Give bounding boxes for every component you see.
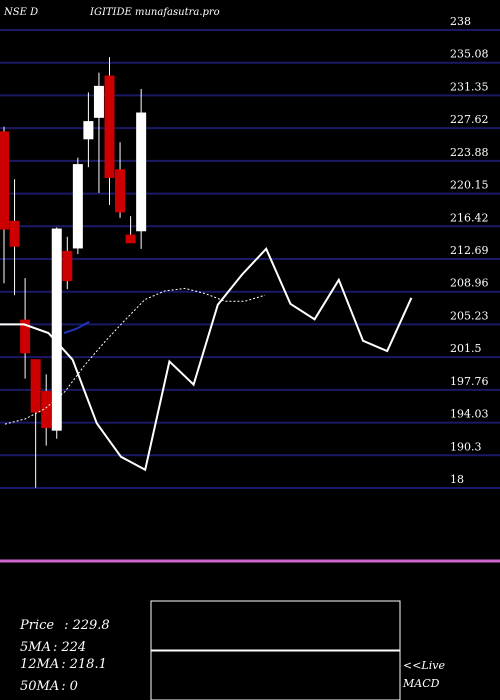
macd-panel: <<Live MACD — [150, 600, 445, 700]
y-tick-label: 201.5 — [450, 342, 482, 355]
candle-down — [9, 220, 20, 247]
ma12-label: 12MA:218.1 — [20, 657, 107, 672]
candle-up — [51, 228, 62, 431]
y-axis-labels: 238 235.08 231.35 227.62 223.88 220.15 216.42 2… — [450, 15, 489, 486]
macd-label: MACD — [402, 677, 440, 690]
y-tick-label: 194.03 — [450, 408, 489, 421]
y-tick-label: 216.42 — [450, 211, 489, 224]
candle-down — [0, 131, 9, 230]
moving-averages — [0, 247, 413, 472]
candle-down — [30, 359, 41, 413]
y-tick-label: 212.69 — [450, 244, 489, 257]
y-tick-label: 231.35 — [450, 80, 489, 93]
y-tick-label: 205.23 — [450, 309, 489, 322]
ma-blue-line — [63, 321, 90, 334]
candle-up — [136, 112, 147, 232]
y-tick-label: 238 — [450, 15, 471, 28]
y-tick-label: 197.76 — [450, 375, 489, 388]
y-tick-label: 208.96 — [450, 277, 489, 290]
y-tick-label: 18 — [450, 473, 464, 486]
candle-up — [93, 85, 104, 118]
ma50-label: 50MA:0 — [20, 679, 78, 694]
y-tick-label: 235.08 — [450, 48, 489, 61]
candle-down — [62, 250, 73, 282]
macd-live-label: <<Live — [403, 659, 445, 672]
candle-down — [125, 234, 136, 244]
chart-title-left: NSE D — [3, 7, 38, 18]
ma5-label: 5MA:224 — [20, 640, 86, 655]
info-panel: Price:229.8 5MA:224 12MA:218.1 50MA:0 — [19, 618, 110, 694]
chart-title-right: IGITIDE munafasutra.pro — [89, 7, 220, 18]
candle-up — [83, 121, 94, 140]
candle-down — [41, 390, 52, 429]
gridlines — [0, 29, 500, 489]
candle-down — [20, 319, 31, 354]
y-tick-label: 220.15 — [450, 179, 489, 192]
y-tick-label: 227.62 — [450, 113, 489, 126]
y-tick-label: 223.88 — [450, 146, 489, 159]
ma-solid-line — [0, 247, 413, 472]
candle-down — [104, 75, 115, 178]
price-label: Price:229.8 — [19, 618, 110, 633]
y-tick-label: 190.3 — [450, 440, 482, 453]
candle-down — [115, 169, 126, 213]
candles — [0, 57, 147, 488]
candle-up — [72, 164, 83, 249]
